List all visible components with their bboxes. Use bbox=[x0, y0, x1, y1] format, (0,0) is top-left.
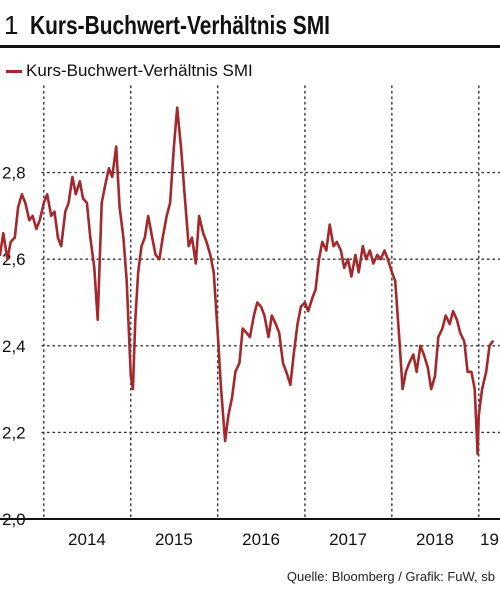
figure-number: 1 bbox=[4, 10, 18, 40]
y-axis: 2,02,22,42,62,8 bbox=[2, 164, 26, 529]
y-tick-label: 2,2 bbox=[2, 423, 26, 442]
x-tick-label: 19 bbox=[480, 530, 499, 549]
y-tick-label: 2,8 bbox=[2, 164, 26, 183]
series-layer bbox=[0, 106, 494, 456]
x-tick-label: 2015 bbox=[155, 530, 193, 549]
x-tick-label: 2017 bbox=[329, 530, 367, 549]
legend-swatch bbox=[6, 70, 22, 73]
legend-label: Kurs-Buchwert-Verhältnis SMI bbox=[26, 61, 253, 80]
grid-layer bbox=[41, 85, 500, 520]
x-tick-label: 2018 bbox=[416, 530, 454, 549]
source-note: Quelle: Bloomberg / Grafik: FuW, sb bbox=[287, 569, 495, 584]
x-axis: 2014 2015 2016 2017 2018 19 bbox=[68, 530, 499, 549]
title-rule bbox=[0, 45, 500, 48]
x-tick-label: 2016 bbox=[242, 530, 280, 549]
y-tick-label: 2,4 bbox=[2, 337, 26, 356]
chart-title: Kurs-Buchwert-Verhältnis SMI bbox=[30, 10, 330, 40]
x-tick-label: 2014 bbox=[68, 530, 106, 549]
series-line bbox=[0, 106, 494, 456]
